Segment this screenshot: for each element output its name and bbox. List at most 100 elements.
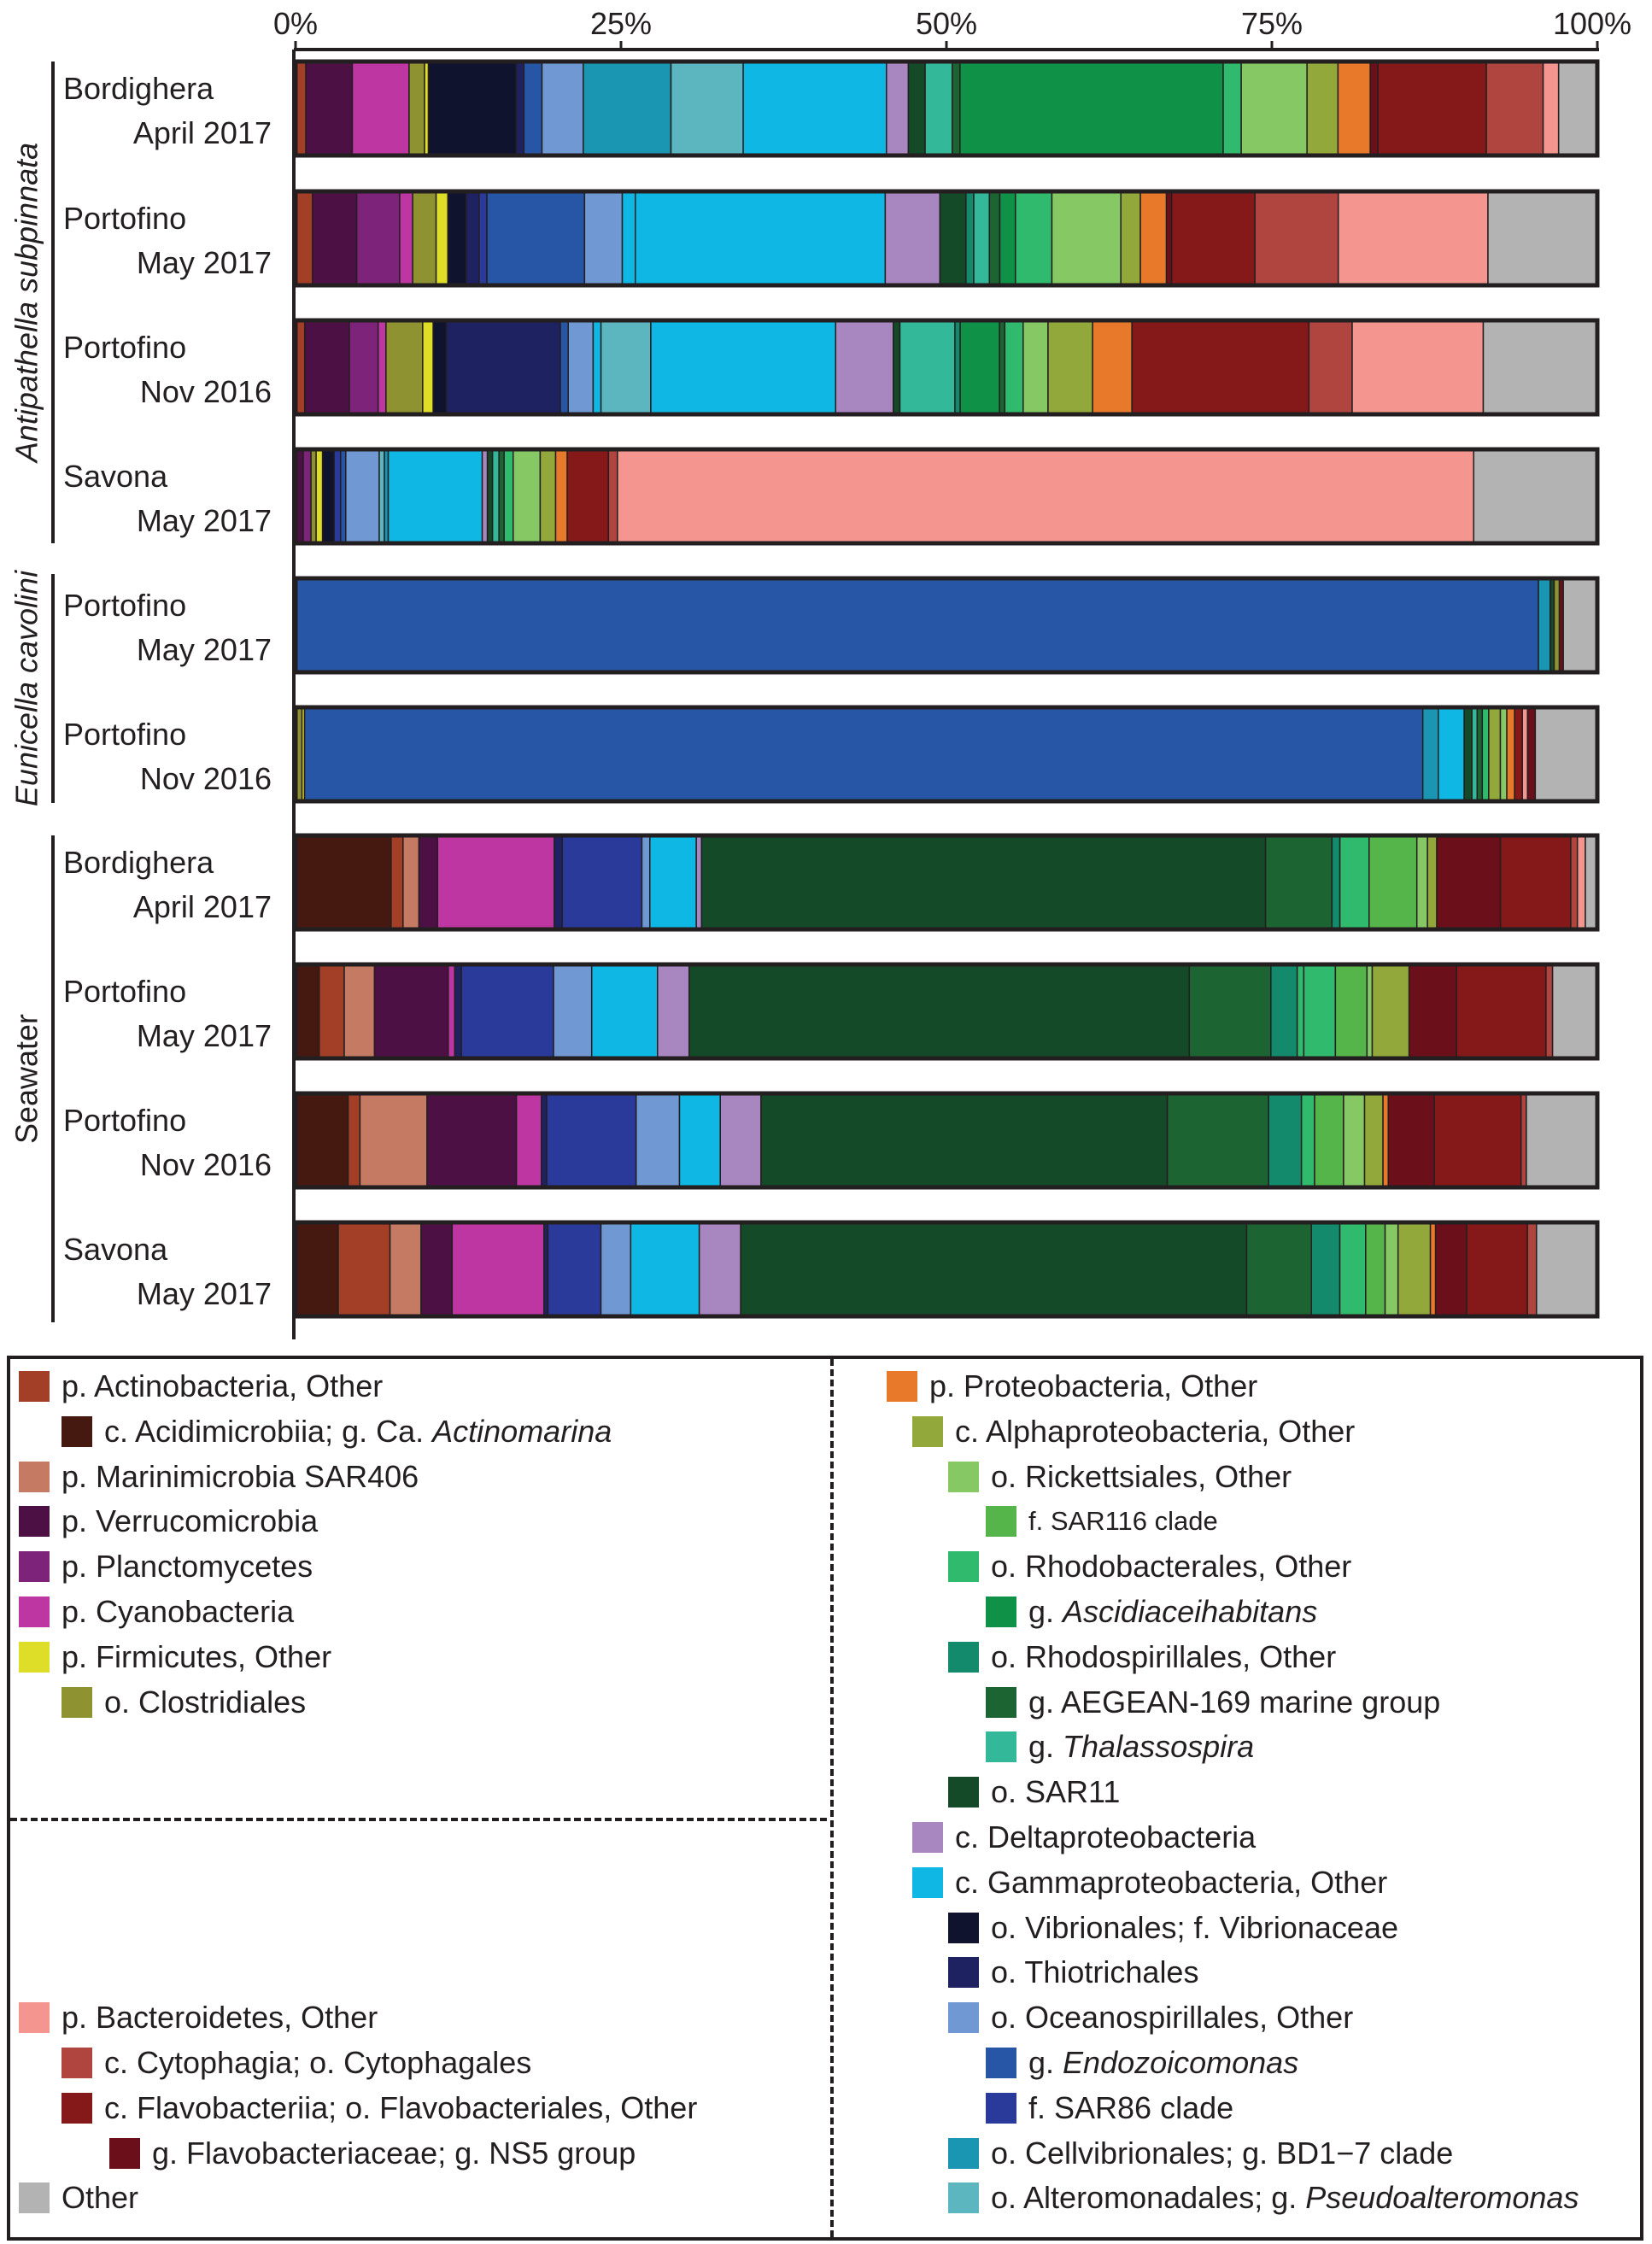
bar-segment-flavobacteriia — [1170, 190, 1256, 286]
bar-row — [293, 705, 1600, 804]
row-label-site: Portofino — [63, 201, 186, 236]
bar-segment-thiotrichales — [445, 319, 561, 415]
bar-segment-sar11 — [700, 835, 1267, 930]
legend-label: p. Proteobacteria, Other — [929, 1368, 1258, 1403]
legend-item-sar116: f. SAR116 clade — [986, 1504, 1218, 1538]
legend-swatch — [19, 2182, 50, 2214]
bar-segment-alpha_other — [1306, 61, 1339, 156]
bar-segment-cytophagia — [607, 448, 618, 544]
row-label-date: May 2017 — [137, 1018, 272, 1053]
legend-item-sar86: f. SAR86 clade — [986, 2090, 1233, 2125]
bar-segment-cyanobacteria — [351, 61, 410, 156]
bar-row — [293, 1091, 1600, 1190]
legend-item-vibrionales: o. Vibrionales; f. Vibrionaceae — [948, 1910, 1398, 1945]
bar-segment-firmicutes — [315, 448, 324, 544]
bar-segment-oceanospirillales — [541, 61, 584, 156]
legend-item-acidimicrobiia: c. Acidimicrobiia; g. Ca. Actinomarina — [62, 1414, 612, 1449]
bar-segment-alpha_other — [1426, 835, 1438, 930]
legend-item-rhodospirillales: o. Rhodospirillales, Other — [948, 1639, 1336, 1674]
bar-segment-vibrionales — [432, 319, 448, 415]
bar-segment-cyanobacteria — [399, 190, 413, 286]
bar-segment-cytophagia — [1254, 190, 1339, 286]
bar-segment-clostridiales — [310, 448, 317, 544]
legend-divider-vertical — [830, 1359, 834, 2237]
legend-item-proteo_other: p. Proteobacteria, Other — [887, 1368, 1258, 1403]
legend-label: g. Endozoicomonas — [1028, 2045, 1299, 2080]
bar-segment-rhodobacterales — [1339, 835, 1370, 930]
legend-swatch — [948, 2182, 979, 2214]
bar-segment-other — [1534, 706, 1598, 802]
legend-swatch — [912, 1415, 943, 1447]
bar-segment-alpha_other — [1371, 964, 1410, 1059]
bar-frame — [293, 59, 1600, 158]
legend-label: c. Flavobacteriia; o. Flavobacteriales, … — [104, 2089, 698, 2125]
bar-segment-endozoicomonas — [486, 190, 586, 286]
legend-swatch — [19, 1461, 50, 1492]
bar-segment-aegean169 — [1264, 835, 1333, 930]
legend-swatch — [948, 1461, 979, 1492]
legend-label: c. Deltaproteobacteria — [955, 1819, 1257, 1854]
bar-frame — [293, 705, 1600, 804]
bar-segment-rhodobacterales — [1222, 61, 1242, 156]
bar-segment-other — [1551, 964, 1598, 1059]
bar-segment-marinimicrobia — [343, 964, 376, 1059]
legend-swatch — [19, 1551, 50, 1583]
bar-segment-rhodospirillales — [965, 190, 975, 286]
bar-frame — [293, 1220, 1600, 1319]
bar-segment-flavobacteriia — [1131, 319, 1310, 415]
legend-label: g. Flavobacteriaceae; g. NS5 group — [152, 2135, 636, 2171]
bar-segment-proteo_other — [1429, 1222, 1437, 1317]
row-label-site: Portofino — [63, 330, 186, 365]
bar-segment-bacteroidetes — [1521, 706, 1529, 802]
bar-segment-flavobacteriia — [1377, 61, 1487, 156]
legend-swatch — [62, 1415, 92, 1447]
x-tick-label: 50% — [916, 6, 977, 41]
bar-segment-marinimicrobia — [359, 1093, 428, 1188]
row-label-date: May 2017 — [137, 1276, 272, 1311]
legend-item-flavobacteriia: c. Flavobacteriia; o. Flavobacteriales, … — [62, 2089, 698, 2125]
bar-segment-delta — [481, 448, 489, 544]
bar-segment-thiotrichales — [541, 1093, 548, 1188]
bar-segment-sar11 — [939, 190, 967, 286]
legend-swatch — [62, 2048, 92, 2078]
bar-segment-rhodobacterales — [1300, 1093, 1315, 1188]
bar-frame — [293, 833, 1600, 932]
legend-swatch — [19, 1597, 50, 1627]
group-label: Antipathella subpinnata — [9, 143, 44, 464]
row-label-date: Nov 2016 — [140, 1147, 272, 1182]
bar-segment-cyanobacteria — [448, 964, 456, 1059]
bar-segment-gamma_other — [650, 319, 837, 415]
bar-segment-gamma_other — [621, 190, 636, 286]
bar-segment-ns5 — [1526, 706, 1537, 802]
bar-segment-thalassospira — [924, 61, 953, 156]
legend-swatch — [912, 1822, 943, 1853]
bar-segment-cytophagia — [1545, 964, 1554, 1059]
bar-segment-sar116 — [1334, 964, 1368, 1059]
legend-item-alteromonadales: o. Alteromonadales; g. Pseudoalteromonas — [948, 2180, 1579, 2215]
bar-segment-endozoicomonas — [295, 577, 1539, 673]
legend-item-rickettsiales: o. Rickettsiales, Other — [948, 1459, 1292, 1494]
legend-label: o. Thiotrichales — [991, 1954, 1199, 1990]
bar-segment-act_other — [295, 190, 313, 286]
bar-segment-vibrionales — [447, 190, 467, 286]
legend-swatch — [19, 1506, 50, 1538]
bar-segment-planctomycetes — [355, 190, 401, 286]
bar-segment-flavobacteriia — [1456, 964, 1547, 1059]
bar-segment-sar86 — [546, 1093, 637, 1188]
legend-label: o. Oceanospirillales, Other — [991, 2000, 1354, 2036]
bar-row — [293, 962, 1600, 1061]
bar-row — [293, 833, 1600, 932]
bar-segment-oceanospirillales — [567, 319, 595, 415]
bar-segment-gamma_other — [678, 1093, 721, 1188]
bar-segment-sar11 — [1463, 706, 1473, 802]
bar-segment-thiotrichales — [465, 190, 480, 286]
legend-item-clostridiales: o. Clostridiales — [62, 1684, 306, 1720]
row-label-date: May 2017 — [137, 632, 272, 667]
bar-segment-alteromonadales — [600, 319, 652, 415]
legend-item-thiotrichales: o. Thiotrichales — [948, 1954, 1199, 1990]
legend-item-rhodobacterales: o. Rhodobacterales, Other — [948, 1549, 1351, 1584]
bar-segment-ns5 — [1434, 1222, 1467, 1317]
bar-segment-alteromonadales — [378, 448, 385, 544]
bar-segment-gamma_other — [742, 61, 888, 156]
bar-segment-sar11 — [688, 964, 1191, 1059]
